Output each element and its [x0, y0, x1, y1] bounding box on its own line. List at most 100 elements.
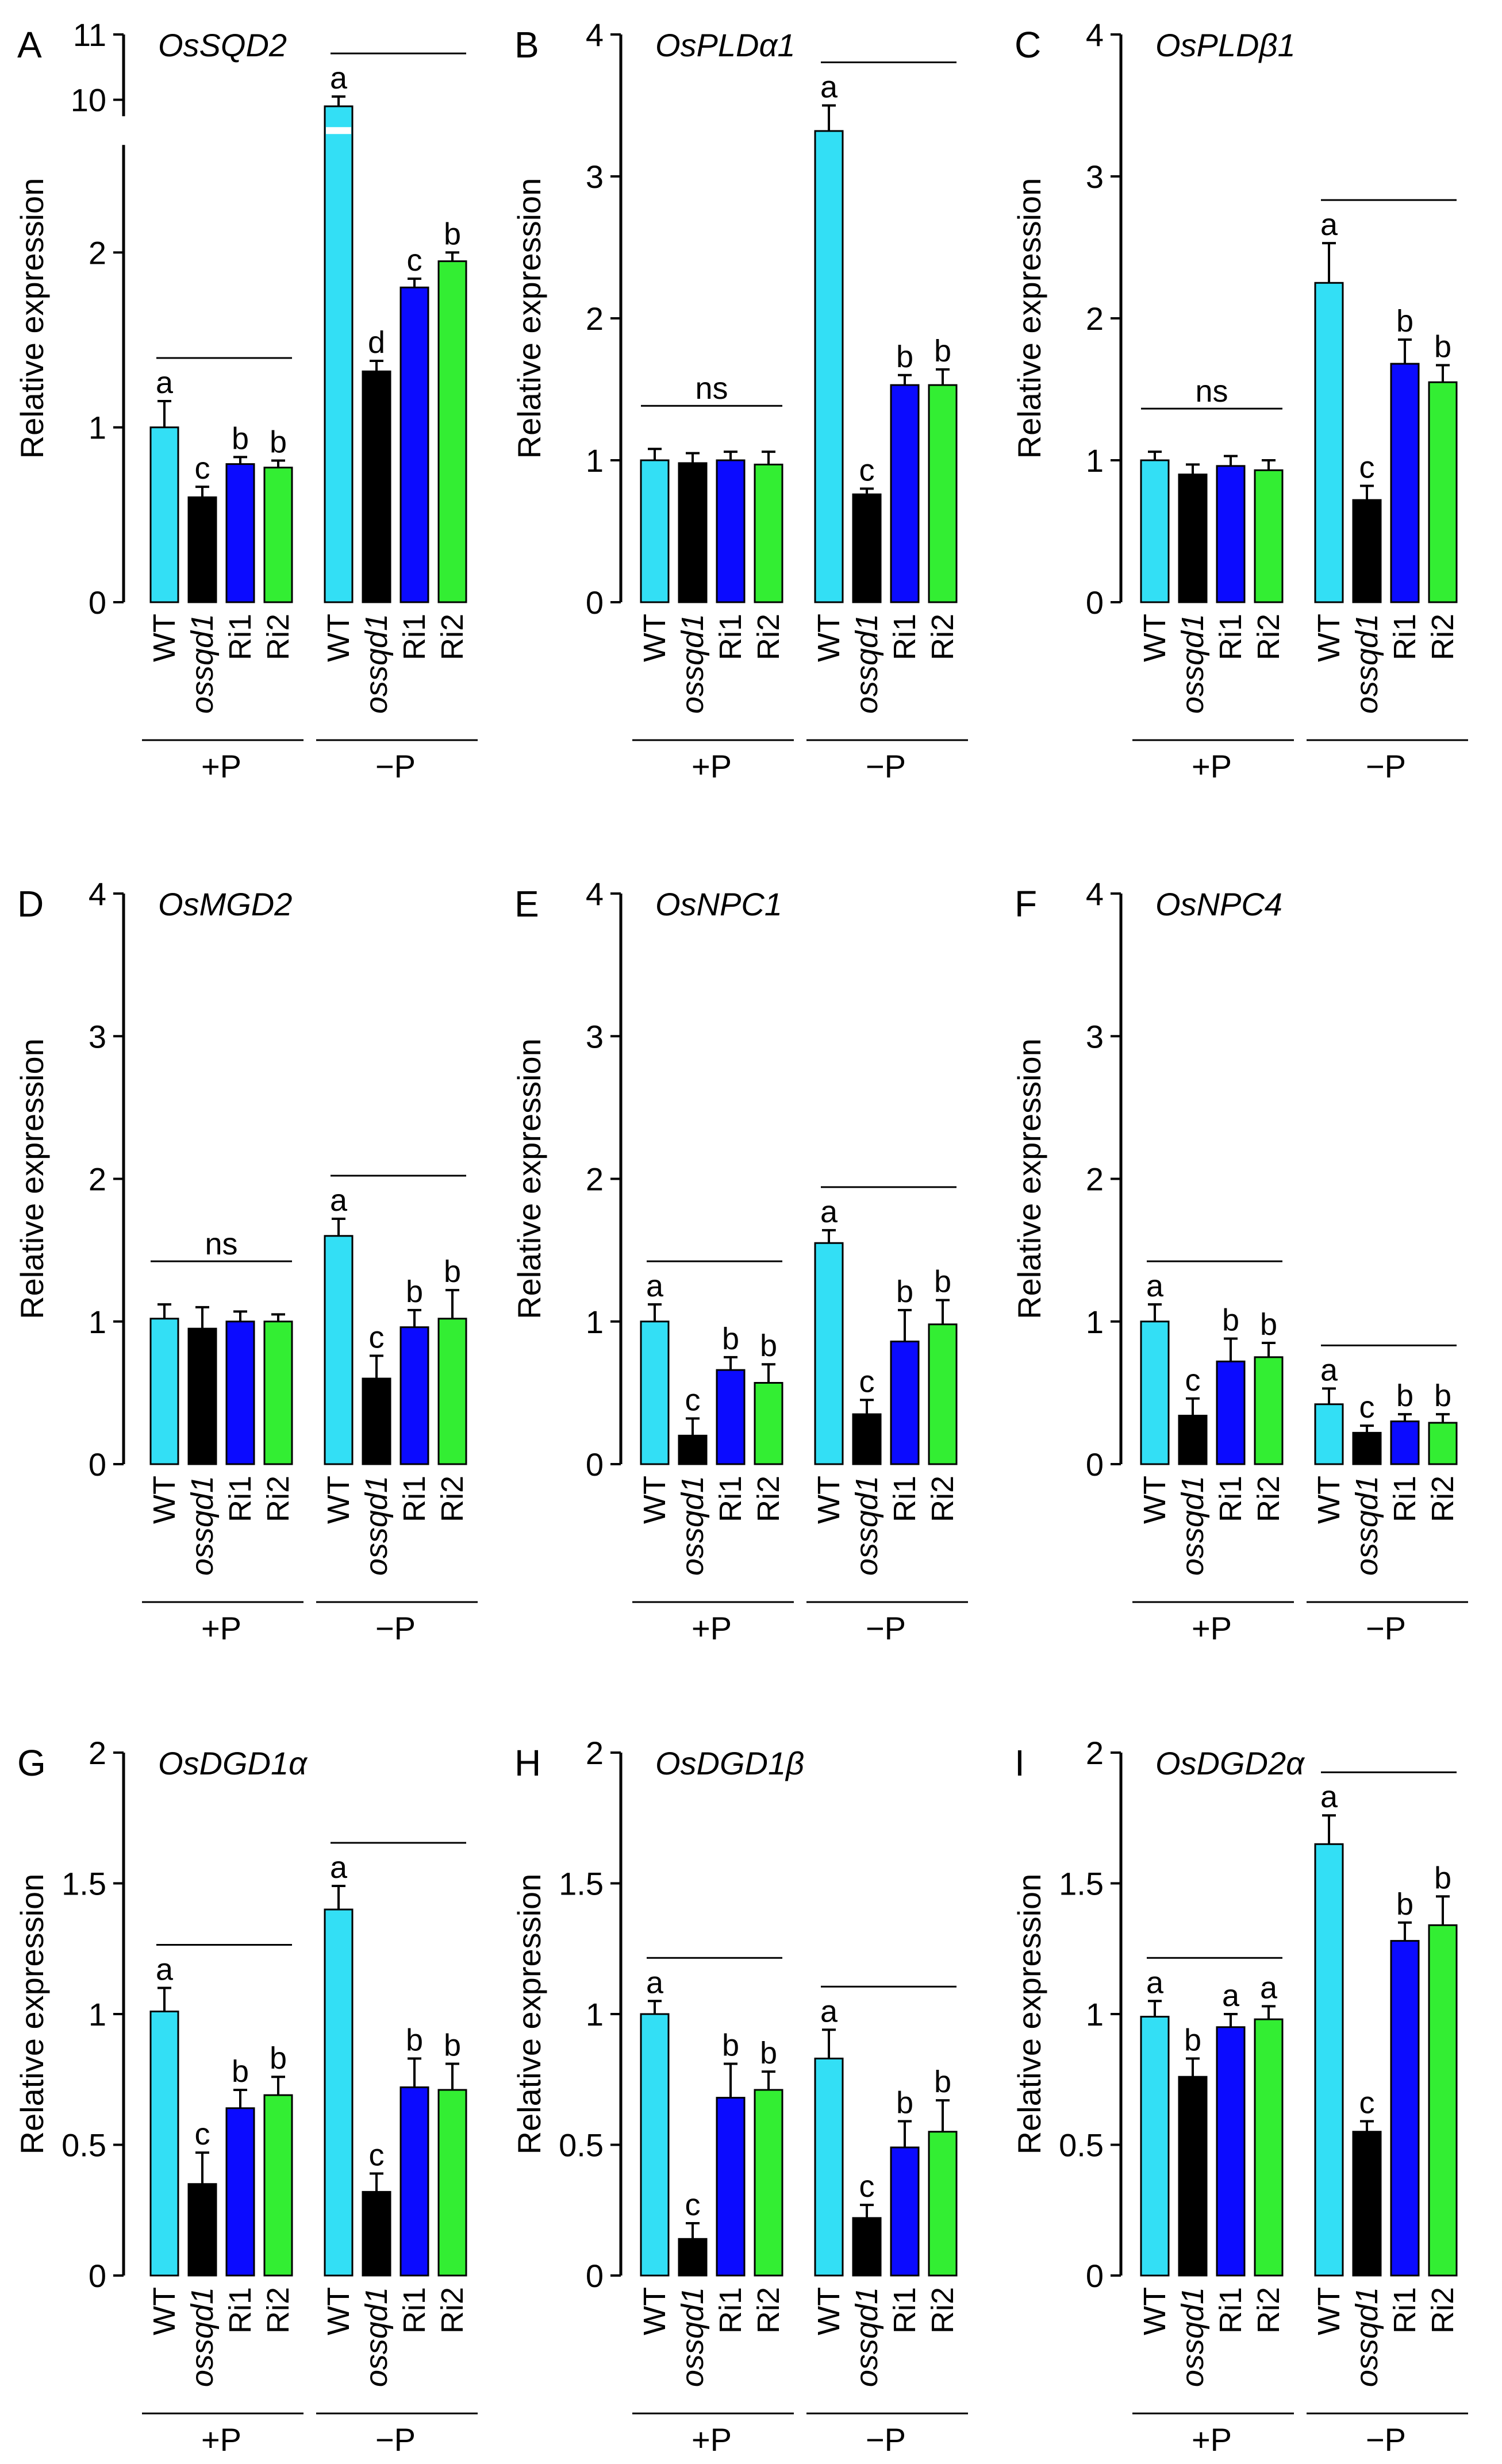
- bar-ri1: [890, 2146, 920, 2277]
- bar-ossqd1: [362, 370, 391, 603]
- y-tick-label: 4: [1086, 17, 1104, 53]
- y-tick-label: 2: [1086, 1161, 1104, 1198]
- significance-letter: b: [760, 2036, 777, 2070]
- category-label: Ri2: [261, 1476, 295, 1522]
- y-tick-label: 2: [89, 1161, 106, 1198]
- group-label: +P: [692, 748, 732, 784]
- group-label: −P: [375, 748, 416, 784]
- bar-ossqd1: [1352, 1431, 1382, 1465]
- significance-letter: b: [722, 1322, 739, 1356]
- significance-letter: b: [444, 217, 461, 251]
- bar-wt: [640, 2013, 670, 2277]
- y-tick-label: 1: [586, 1304, 604, 1340]
- bar-wt: [1314, 1843, 1344, 2277]
- panel-h: H OsDGD1β 0 0.5 1 1.5 2 Relative expression a WT c…: [511, 1735, 968, 2458]
- y-tick-label: 0: [89, 2258, 106, 2294]
- panel-g: G OsDGD1α 0 0.5 1 1.5 2 Relative expression a WT c…: [14, 1735, 478, 2458]
- bar-ossqd1: [852, 493, 882, 603]
- bar-wt: [814, 130, 844, 603]
- category-label: Ri1: [223, 614, 258, 660]
- category-label: WT: [1138, 2287, 1172, 2335]
- category-label: Ri1: [1388, 2287, 1422, 2334]
- bar-ri1: [890, 384, 920, 603]
- bar-ri2: [437, 260, 467, 603]
- bar-ri2: [928, 1323, 958, 1465]
- significance-letter: a: [1260, 1970, 1278, 2005]
- category-label: Ri1: [397, 614, 432, 660]
- category-label: ossqd1: [1350, 614, 1384, 714]
- significance-letter: c: [859, 2169, 875, 2204]
- category-label: ossqd1: [675, 2287, 710, 2387]
- significance-letter: b: [1396, 1887, 1413, 1922]
- y-tick-label: 4: [586, 17, 604, 53]
- bar-wt: [814, 1242, 844, 1465]
- bar-ri1: [890, 1341, 920, 1465]
- bar-wt: [814, 2057, 844, 2277]
- category-label: WT: [637, 1476, 672, 1524]
- significance-letter: a: [156, 1953, 174, 1987]
- bar-wt: [1314, 282, 1344, 603]
- panel-letter: E: [514, 883, 539, 925]
- y-tick-label: 0: [586, 2258, 604, 2294]
- category-label: ossqd1: [359, 614, 394, 714]
- category-label: WT: [637, 614, 672, 662]
- gene-title: OsDGD1α: [158, 1745, 308, 1781]
- y-tick-label: 0.5: [62, 2127, 106, 2163]
- category-label: Ri1: [397, 2287, 432, 2334]
- bar-ri1: [399, 286, 429, 603]
- y-tick-label: 0.5: [559, 2127, 604, 2163]
- y-axis-label: Relative expression: [1011, 1874, 1047, 2155]
- category-label: ossqd1: [185, 1476, 220, 1576]
- y-tick-label: 1: [89, 1304, 106, 1340]
- significance-letter: a: [1320, 1353, 1338, 1387]
- bar-wt: [149, 1318, 179, 1465]
- category-label: Ri2: [1251, 614, 1286, 660]
- bar-ri2: [1254, 469, 1284, 603]
- y-tick-label: 1: [1086, 1304, 1104, 1340]
- category-label: Ri2: [1426, 2287, 1460, 2334]
- significance-letter: b: [270, 425, 287, 460]
- category-label: ossqd1: [675, 614, 710, 714]
- panel-a: A OsSQD2 0 1 2 10 11 Relative expression a WT c oss…: [14, 17, 478, 784]
- significance-letter: a: [330, 61, 348, 95]
- gene-title: OsPLDβ1: [1155, 27, 1296, 63]
- panel-letter: G: [17, 1742, 46, 1784]
- y-tick-label: 3: [1086, 159, 1104, 195]
- group-label: −P: [866, 748, 906, 784]
- y-tick-label: 0: [1086, 2258, 1104, 2294]
- bar-ri1: [399, 2086, 429, 2277]
- y-tick-label: 1: [586, 442, 604, 479]
- significance-letter: b: [1396, 304, 1413, 338]
- y-tick-label: 3: [89, 1018, 106, 1054]
- y-axis-label: Relative expression: [511, 1874, 547, 2155]
- y-tick-label: 0: [1086, 1446, 1104, 1483]
- significance-letter: c: [407, 243, 422, 278]
- bar-ri2: [1254, 2018, 1284, 2277]
- significance-letter: b: [232, 421, 249, 456]
- bar-ossqd1: [187, 1327, 217, 1465]
- significance-letter: b: [934, 1265, 951, 1299]
- category-label: ossqd1: [1176, 614, 1210, 714]
- bar-wt: [149, 2010, 179, 2277]
- category-label: Ri2: [1426, 614, 1460, 660]
- significance-letter: b: [1222, 1303, 1239, 1338]
- bar-ossqd1: [678, 1434, 708, 1465]
- category-label: WT: [637, 2287, 672, 2335]
- significance-letter: c: [195, 451, 210, 486]
- category-label: ossqd1: [1176, 2287, 1210, 2387]
- category-label: ossqd1: [185, 614, 220, 714]
- panel-letter: C: [1015, 24, 1041, 66]
- group-label: −P: [1366, 748, 1406, 784]
- category-label: Ri1: [888, 614, 922, 660]
- significance-letter: a: [1222, 1978, 1240, 2013]
- bar-ri2: [928, 384, 958, 603]
- category-label: Ri2: [435, 2287, 470, 2334]
- bar-wt: [1140, 1320, 1170, 1465]
- y-tick-label: 11: [73, 17, 106, 53]
- category-label: ossqd1: [1176, 1476, 1210, 1576]
- category-label: Ri2: [1251, 1476, 1286, 1522]
- group-label: +P: [692, 2421, 732, 2458]
- panel-e: E OsNPC1 0 1 2 3 4 Relative expression a WT c ossqd…: [511, 876, 968, 1646]
